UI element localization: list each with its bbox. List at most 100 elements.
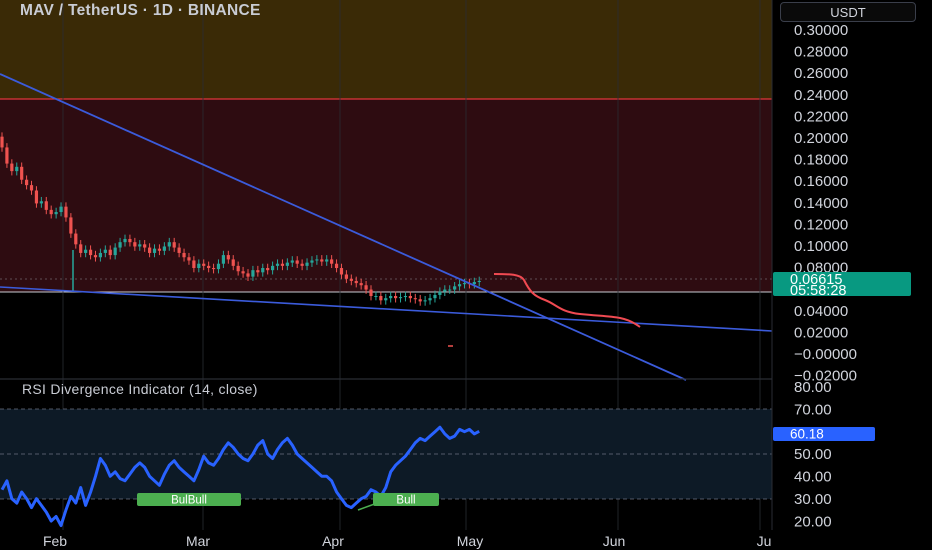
candle-body [300, 263, 304, 266]
candle-body [433, 294, 437, 299]
price-tick-label: −0.02000 [794, 368, 857, 385]
time-axis-bg [0, 530, 932, 550]
price-tick-label: 0.28000 [794, 44, 848, 61]
candle-body [98, 252, 102, 258]
candle-body [49, 209, 53, 215]
candle-body [167, 242, 171, 247]
rsi-tick-label: 30.00 [794, 491, 832, 508]
candle-body [418, 299, 422, 302]
candle-body [221, 255, 225, 264]
candle-body [113, 247, 117, 256]
time-label-jun: Jun [603, 533, 626, 549]
candle-body [423, 300, 427, 302]
candle-body [251, 270, 255, 277]
candle-body [197, 263, 201, 269]
candle-body [108, 249, 112, 256]
price-tick-label: −0.00000 [794, 346, 857, 363]
price-tick-label: 0.14000 [794, 195, 848, 212]
candle-body [379, 296, 383, 301]
candle-body [246, 273, 250, 277]
candle-body [408, 296, 412, 299]
candle-body [20, 166, 24, 180]
candle-body [448, 289, 452, 291]
rsi-indicator-title[interactable]: RSI Divergence Indicator (14, close) [22, 381, 258, 397]
bulbull-label: BulBull [137, 493, 241, 507]
candle-body [64, 206, 68, 218]
candle-body [25, 179, 29, 186]
candle-body [69, 217, 73, 234]
candle-body [162, 246, 166, 251]
time-label-apr: Apr [322, 533, 344, 549]
candle-body [349, 278, 353, 281]
candle-body [315, 259, 319, 261]
bulbull-label-text: BulBull [171, 495, 207, 507]
price-tick-label: 0.12000 [794, 216, 848, 233]
currency-button[interactable]: USDT [780, 2, 916, 22]
candle-body [15, 166, 19, 172]
time-label-mar: Mar [186, 533, 210, 549]
candle-body [177, 247, 181, 253]
price-tick-label: 0.26000 [794, 65, 848, 82]
candle-body [364, 285, 368, 290]
rsi-tick-label: 80.00 [794, 379, 832, 396]
candle-body [93, 255, 98, 258]
candle-body [325, 259, 329, 262]
candle-body [44, 201, 48, 210]
candle-body [39, 201, 43, 204]
candle-body [0, 136, 4, 148]
candle-body [305, 262, 309, 266]
candle-body [344, 274, 348, 279]
support-trendline[interactable] [0, 286, 773, 332]
price-tick-label: 0.16000 [794, 173, 848, 190]
rsi-tick-label: 20.00 [794, 513, 832, 530]
candle-body [187, 257, 191, 261]
candle-body [453, 286, 457, 290]
last-price-label: 0.06615 05:58:28 [773, 272, 911, 299]
candles [0, 132, 481, 306]
symbol-title[interactable]: MAV / TetherUS · 1D · BINANCE [20, 2, 261, 19]
candle-body [231, 259, 235, 266]
candle-body [438, 291, 442, 295]
candle-body [472, 282, 476, 285]
candle-body [261, 268, 265, 273]
resistance-zone [0, 99, 772, 292]
candle-body [256, 270, 260, 273]
candle-body [148, 247, 152, 253]
candle-body [59, 206, 63, 213]
rsi-tick-label: 40.00 [794, 469, 832, 486]
price-tick-label: 0.24000 [794, 87, 848, 104]
candle-body [295, 260, 299, 264]
candle-body [10, 163, 14, 172]
price-tick-label: 0.18000 [794, 152, 848, 169]
candle-body [123, 238, 127, 243]
bull-label: Bull [373, 493, 439, 507]
price-tick-label: 0.04000 [794, 303, 848, 320]
candle-body [271, 265, 275, 271]
candle-body [428, 298, 432, 301]
candle-body [413, 298, 417, 300]
bull-label-text: Bull [396, 495, 415, 507]
candle-body [403, 296, 408, 298]
candle-body [128, 238, 132, 243]
candle-body [290, 260, 294, 263]
candle-body [202, 263, 206, 266]
candle-body [457, 284, 462, 287]
candle-body [54, 212, 58, 215]
rsi-value-text: 60.18 [790, 427, 824, 442]
descending-trendline[interactable] [0, 73, 687, 381]
time-label-ju: Ju [757, 533, 772, 549]
rsi-line [0, 425, 480, 527]
time-axis: Feb Mar Apr May Jun Ju [43, 533, 771, 549]
projected-price-path [493, 273, 641, 328]
candle-body [477, 280, 481, 283]
candle-body [216, 263, 221, 270]
time-label-may: May [457, 533, 483, 549]
candle-body [462, 283, 467, 285]
candle-body [280, 263, 285, 266]
rsi-tick-label: 50.00 [794, 446, 832, 463]
candle-body [266, 268, 270, 271]
candle-body [320, 259, 324, 262]
candle-body [369, 289, 373, 297]
